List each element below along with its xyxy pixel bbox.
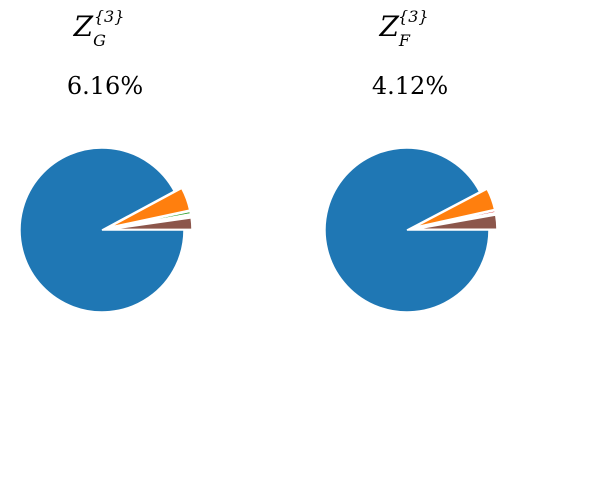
title-superscript: {3}: [93, 7, 125, 26]
pie-chart-left: ZG {3} 6.16%: [0, 0, 220, 497]
title-subscript: F: [398, 31, 411, 50]
chart-title: ZF {3}: [295, 2, 525, 52]
pie-svg: [324, 147, 498, 313]
chart-title: ZG {3}: [0, 2, 220, 52]
pie-slice: [109, 187, 191, 228]
pie-slice: [324, 147, 490, 313]
pie-slice: [414, 188, 496, 228]
percentage-label: 4.12%: [371, 72, 449, 100]
title-subscript: G: [93, 31, 106, 50]
title-base: Z: [73, 10, 94, 43]
pie-slice: [109, 216, 193, 231]
pie-slice: [414, 211, 497, 230]
title-base: Z: [379, 10, 399, 43]
pie-slice: [19, 147, 185, 313]
pie-slice: [414, 214, 498, 231]
title-superscript: {3}: [398, 7, 429, 26]
percentage-label: 6.16%: [66, 72, 144, 100]
pie-chart-right: ZF {3} 4.12%: [295, 0, 525, 497]
pie-svg: [19, 147, 193, 313]
